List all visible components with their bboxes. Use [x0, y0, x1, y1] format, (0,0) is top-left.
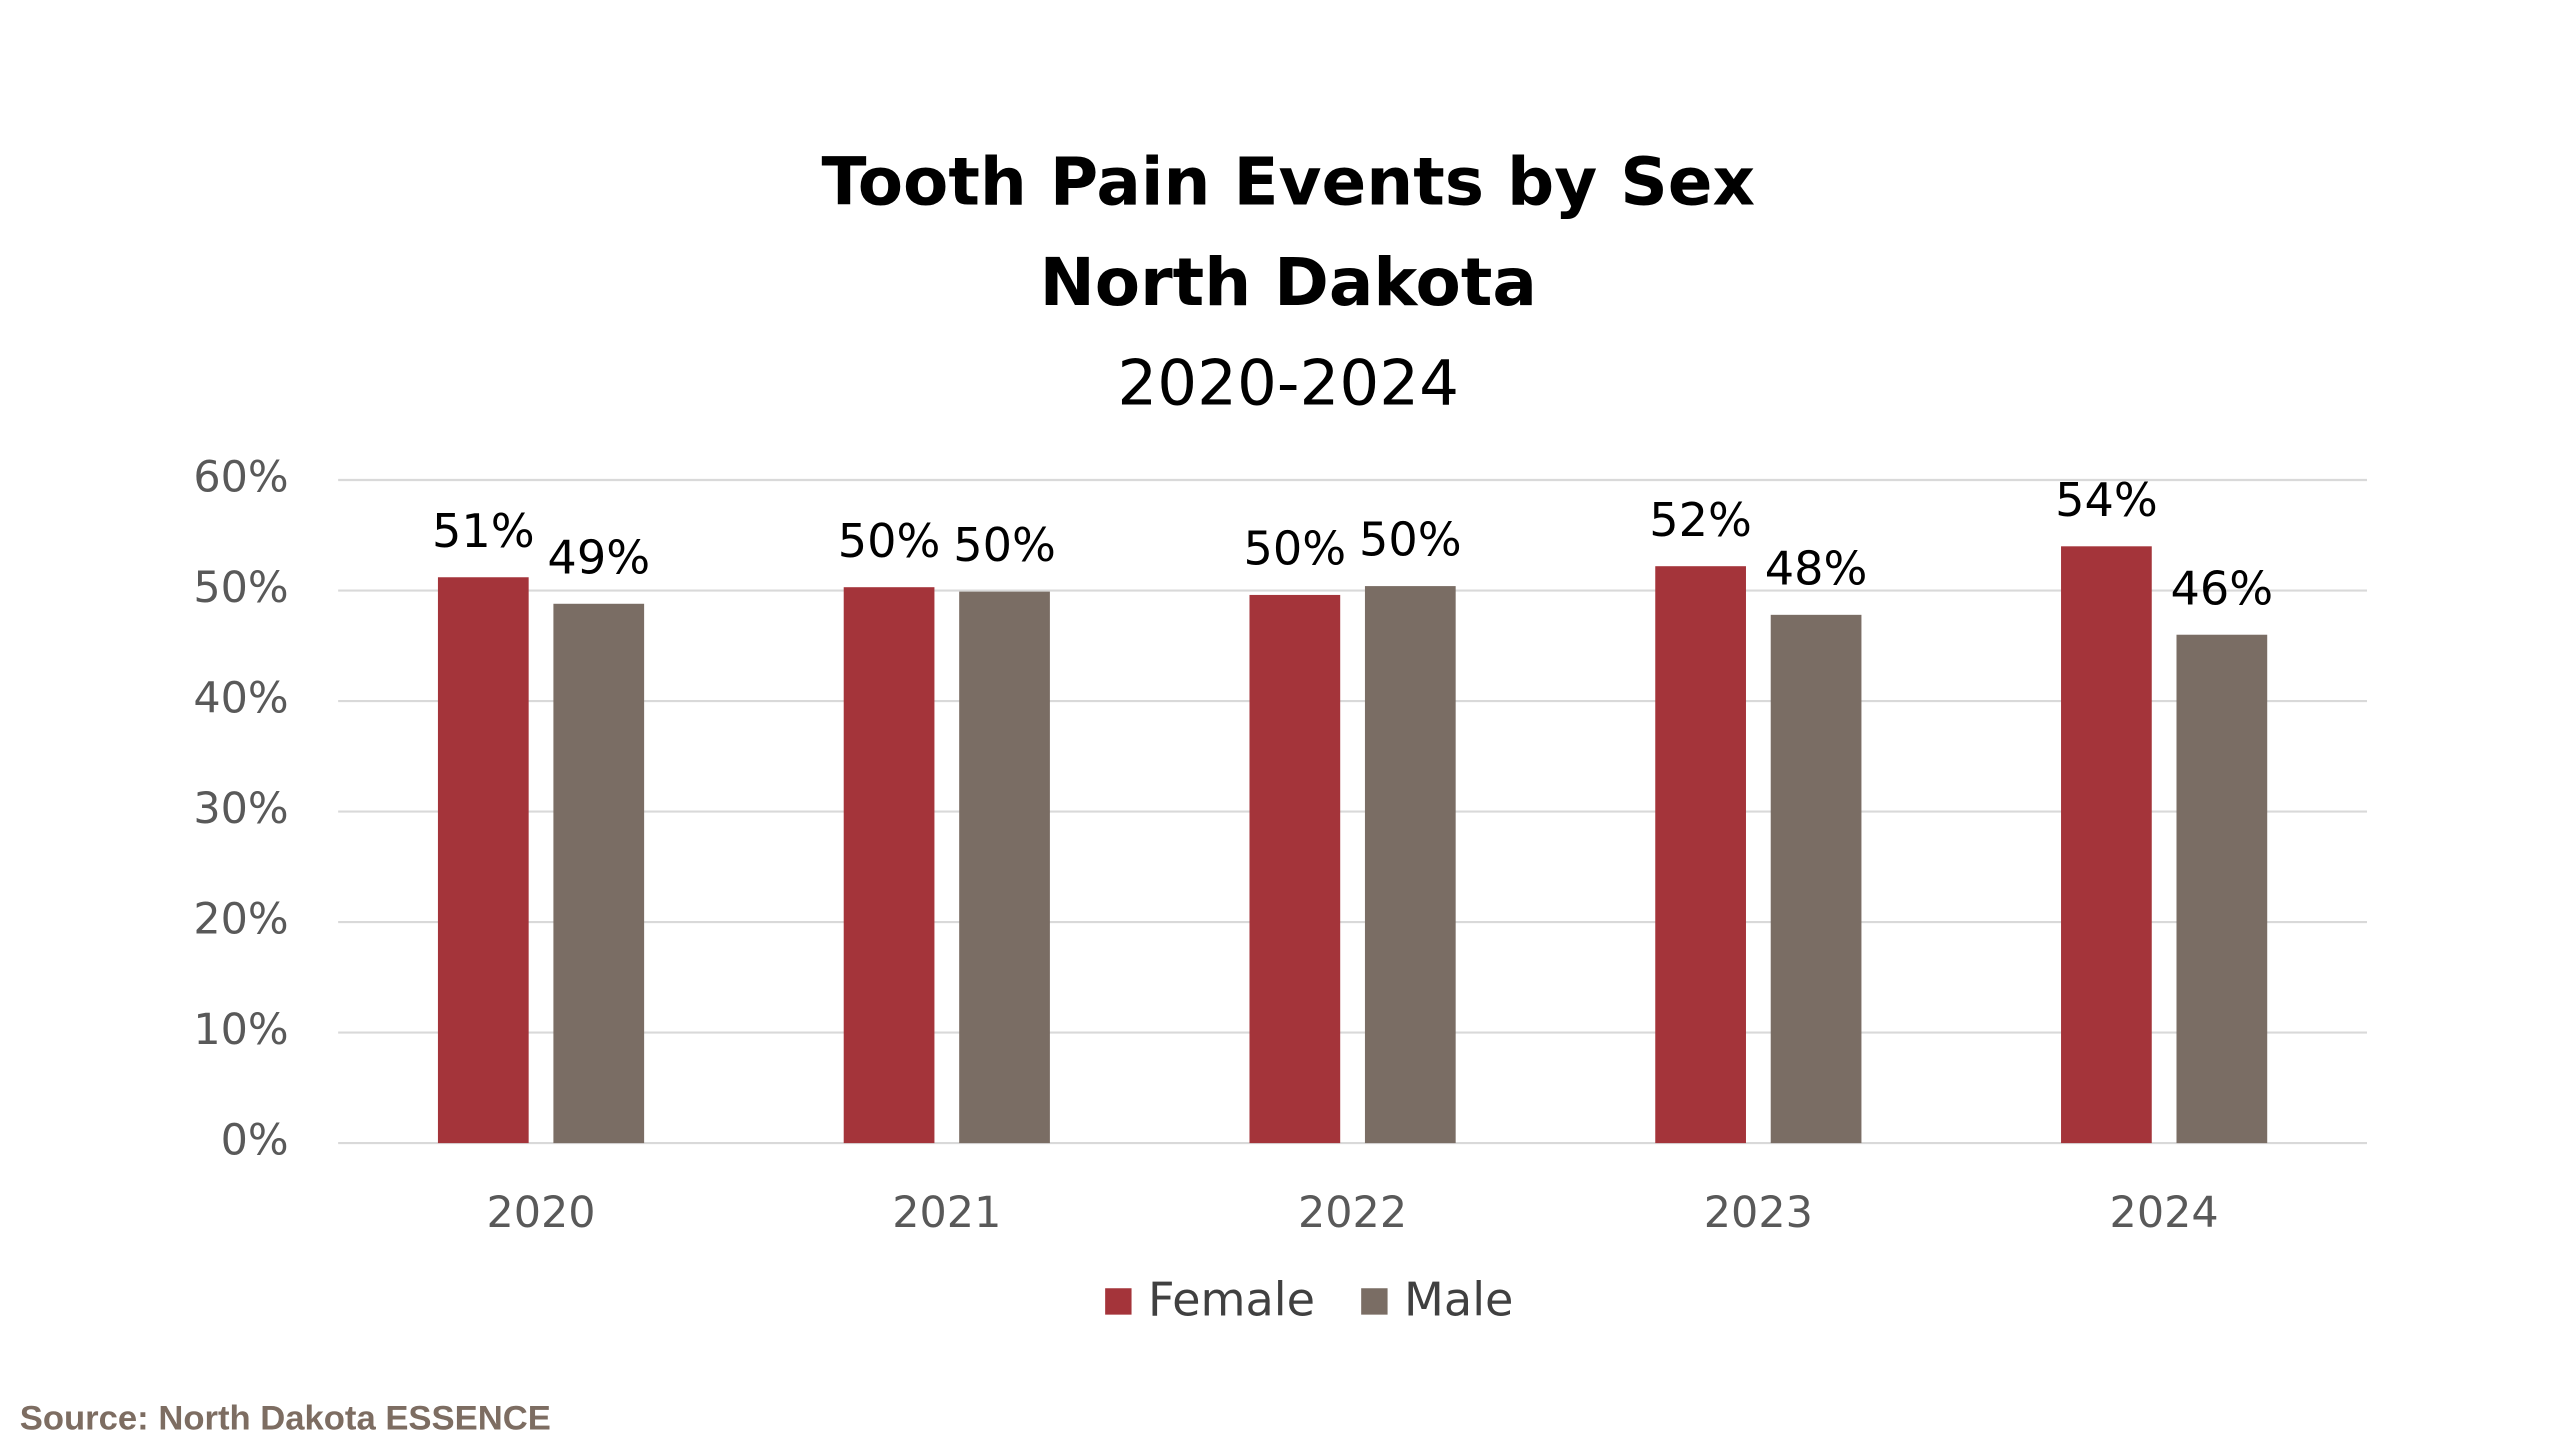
- bar: [843, 587, 935, 1144]
- y-tick-label: 40%: [193, 674, 288, 724]
- legend-label: Male: [1404, 1273, 1513, 1327]
- x-tick-label: 2021: [892, 1188, 1001, 1238]
- y-tick-label: 0%: [221, 1116, 289, 1166]
- value-label: 49%: [547, 530, 650, 584]
- y-tick-label: 10%: [193, 1005, 288, 1055]
- x-tick-label: 2024: [2110, 1188, 2219, 1238]
- bar: [1770, 614, 1862, 1144]
- value-label: 46%: [2171, 561, 2274, 615]
- source-note: Source: North Dakota ESSENCE: [20, 1399, 551, 1437]
- bar: [2061, 546, 2152, 1144]
- bar: [959, 591, 1050, 1144]
- bar: [1655, 566, 1746, 1144]
- y-tick-label: 20%: [193, 895, 288, 945]
- bar: [1249, 594, 1341, 1144]
- x-tick-label: 2022: [1298, 1188, 1407, 1238]
- x-tick-label: 2020: [486, 1188, 595, 1238]
- bar: [437, 577, 529, 1144]
- bar: [1364, 586, 1456, 1144]
- value-label: 54%: [2055, 473, 2158, 527]
- chart-subtitle: 2020-2024: [1117, 347, 1459, 420]
- chart-title: North Dakota: [1040, 244, 1537, 321]
- bar: [553, 603, 645, 1144]
- y-tick-label: 50%: [193, 563, 288, 613]
- value-label: 52%: [1649, 493, 1752, 547]
- value-label: 50%: [838, 514, 941, 568]
- value-label: 50%: [953, 518, 1056, 572]
- chart-title: Tooth Pain Events by Sex: [821, 143, 1755, 220]
- value-label: 48%: [1765, 541, 1868, 595]
- legend-swatch: [1105, 1288, 1132, 1315]
- y-tick-label: 30%: [193, 784, 288, 834]
- x-tick-label: 2023: [1704, 1188, 1813, 1238]
- legend-swatch: [1361, 1288, 1388, 1315]
- value-label: 50%: [1244, 522, 1347, 576]
- bar: [2176, 634, 2268, 1144]
- value-label: 50%: [1359, 513, 1462, 567]
- legend-label: Female: [1148, 1273, 1315, 1327]
- value-label: 51%: [432, 504, 535, 558]
- y-tick-label: 60%: [193, 453, 288, 503]
